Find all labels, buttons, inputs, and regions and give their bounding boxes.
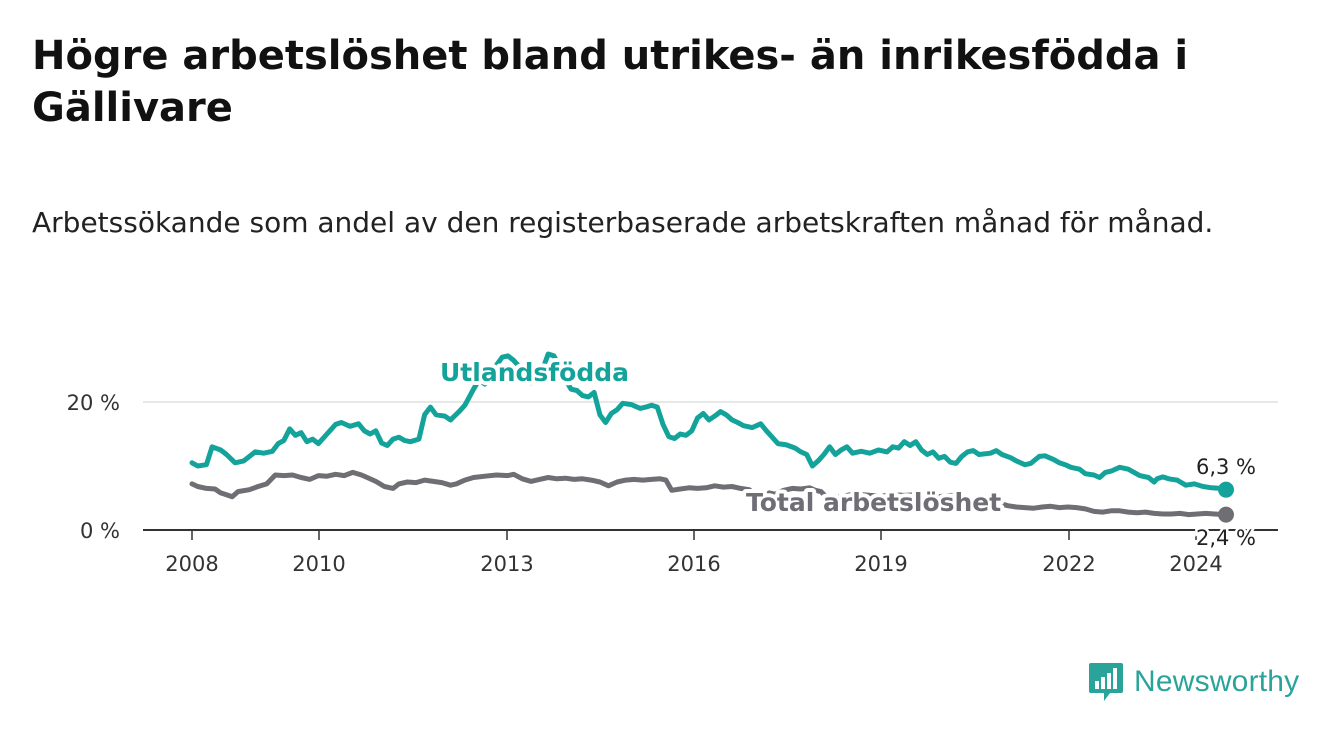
- brand-name: Newsworthy: [1134, 665, 1300, 698]
- y-tick-label: 0 %: [80, 519, 120, 543]
- end-label-utlandsfodda: 6,3 %: [1196, 455, 1256, 479]
- series-label-utlandsfodda: Utlandsfödda: [440, 358, 629, 387]
- brand-logo: Newsworthy: [1088, 660, 1299, 704]
- x-tick-label: 2024: [1169, 552, 1222, 576]
- x-tick-label: 2022: [1042, 552, 1095, 576]
- x-tick-label: 2013: [480, 552, 533, 576]
- chart-subtitle: Arbetssökande som andel av den registerb…: [32, 206, 1214, 239]
- series-end-point-total: [1218, 506, 1234, 523]
- page-title: Högre arbetslöshet bland utrikes- än inr…: [32, 33, 1189, 131]
- bar-chart-speech-bubble-icon: [1089, 663, 1123, 701]
- series-line-utlandsfodda: [189, 351, 1229, 493]
- x-tick-label: 2010: [292, 552, 345, 576]
- x-tick-label: 2019: [854, 552, 907, 576]
- x-tick-label: 2016: [667, 552, 720, 576]
- series-line-total: [189, 469, 1229, 518]
- series-label-total: Total arbetslöshet: [746, 488, 1001, 517]
- x-tick-label: 2008: [165, 552, 218, 576]
- series-end-point-utlandsfodda: [1218, 481, 1234, 498]
- y-tick-label: 20 %: [67, 391, 120, 415]
- end-label-total: 2,4 %: [1196, 526, 1256, 550]
